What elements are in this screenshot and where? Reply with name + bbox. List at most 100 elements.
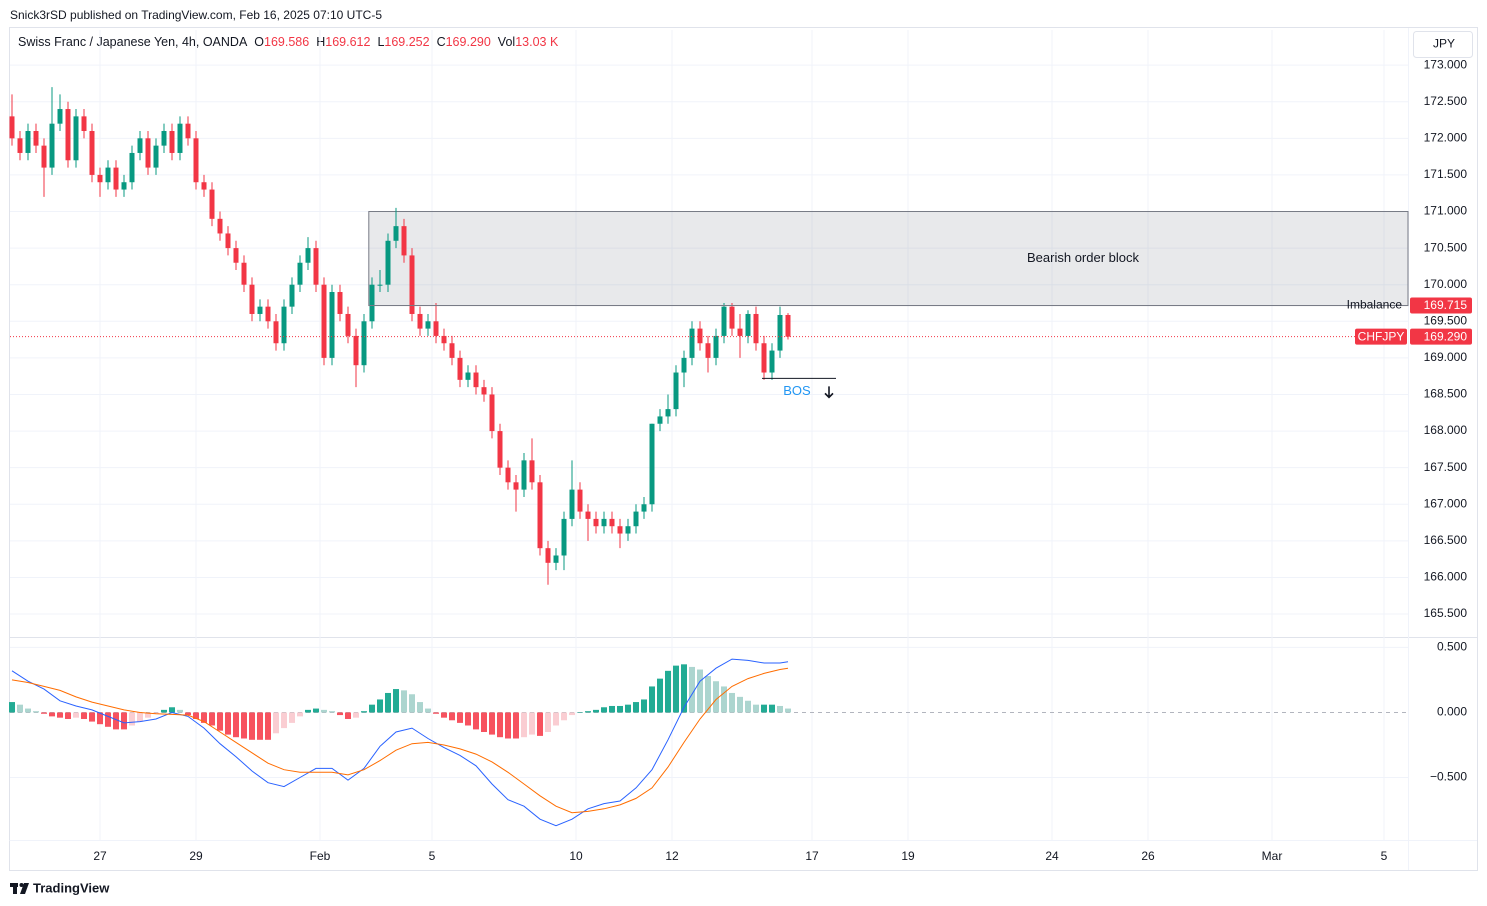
candle-body	[105, 167, 111, 183]
histogram-bar	[785, 708, 791, 713]
legend-key: Vol	[498, 35, 515, 49]
candle-body	[585, 511, 591, 519]
x-tick-label: Feb	[310, 849, 331, 863]
legend-value: 169.586	[264, 35, 309, 49]
x-tick-label: 5	[1381, 849, 1388, 863]
candle-body	[457, 357, 463, 380]
candle-body	[177, 123, 183, 153]
candle-body	[193, 138, 199, 183]
candle-body	[681, 357, 687, 373]
histogram-bar	[121, 712, 127, 730]
candle-body	[753, 313, 759, 344]
candle-body	[201, 182, 207, 190]
currency-box[interactable]	[1413, 31, 1473, 58]
histogram-bar	[105, 712, 111, 727]
histogram-bar	[169, 707, 175, 713]
candle-body	[113, 167, 119, 190]
candle-body	[369, 284, 375, 322]
candle-body	[97, 174, 103, 183]
y-tick-label: 166.000	[1424, 570, 1468, 584]
candle-body	[425, 321, 431, 329]
histogram-bar	[89, 712, 95, 722]
histogram-bar	[185, 712, 191, 716]
legend: Swiss Franc / Japanese Yen, 4h, OANDA O16…	[18, 35, 559, 49]
histogram-bar	[153, 712, 159, 714]
currency-label[interactable]: JPY	[1433, 37, 1455, 51]
histogram-bar	[497, 712, 503, 738]
candle-body	[785, 314, 791, 337]
histogram-bar	[345, 712, 351, 719]
signal-line	[11, 667, 789, 814]
candle-body	[657, 416, 663, 424]
candle-body	[505, 467, 511, 483]
y-tick-label: 169.000	[1424, 350, 1468, 364]
candle-body	[393, 226, 399, 241]
histogram-bar	[401, 690, 407, 713]
legend-key: L	[377, 35, 384, 49]
legend-key: H	[316, 35, 325, 49]
candle-body	[137, 138, 143, 153]
candle-body	[361, 321, 367, 366]
candle-body	[513, 482, 519, 490]
x-tick-label: 19	[901, 849, 915, 863]
candle-body	[521, 460, 527, 490]
histogram-bar	[449, 712, 455, 721]
histogram-bar	[273, 712, 279, 734]
histogram-bar	[361, 711, 367, 713]
y-tick-label: 169.500	[1424, 313, 1468, 327]
histogram-bar	[505, 712, 511, 739]
histogram-bar	[697, 669, 703, 713]
histogram-bar	[289, 712, 295, 723]
y-tick-label: 167.500	[1424, 460, 1468, 474]
histogram-bar	[417, 702, 423, 713]
histogram-bar	[553, 712, 559, 726]
histogram-bar	[713, 681, 719, 713]
candle-body	[249, 284, 255, 314]
candle-body	[545, 548, 551, 563]
candle-body	[217, 218, 223, 234]
candle-body	[281, 306, 287, 344]
legend-key: C	[437, 35, 446, 49]
candle-body	[353, 335, 359, 366]
histogram-bar	[305, 709, 311, 713]
histogram-bar	[433, 712, 439, 714]
legend-value: 169.252	[384, 35, 429, 49]
logo-part	[13, 883, 17, 894]
candle-body	[169, 131, 175, 153]
histogram-bar	[193, 712, 199, 719]
candle-body	[529, 460, 535, 483]
candle-body	[481, 387, 487, 395]
histogram-bar	[569, 712, 575, 716]
candle-body	[769, 350, 775, 373]
logo-part	[19, 883, 24, 887]
histogram-bar	[217, 712, 223, 731]
legend-value: 169.612	[325, 35, 370, 49]
candle-body	[377, 284, 383, 286]
histogram-bar	[321, 709, 327, 713]
candle-body	[745, 313, 751, 336]
histogram-bar	[313, 708, 319, 713]
histogram-bar	[441, 712, 447, 718]
candle-body	[665, 409, 671, 417]
imbalance-label: Imbalance	[1347, 298, 1403, 312]
candle-body	[705, 343, 711, 358]
candle-body	[81, 116, 87, 131]
y-tick-label: 173.000	[1424, 57, 1468, 71]
histogram-bar	[265, 712, 271, 740]
candle-body	[617, 526, 623, 534]
logo-part	[20, 883, 29, 894]
y-tick-label: −0.500	[1430, 770, 1467, 784]
candle-body	[489, 394, 495, 432]
candle-body	[537, 482, 543, 549]
legend-title: Swiss Franc / Japanese Yen, 4h, OANDA	[18, 35, 248, 49]
histogram-bar	[297, 712, 303, 717]
histogram-bar	[465, 712, 471, 726]
histogram-bar	[777, 705, 783, 713]
y-tick-label: 170.500	[1424, 240, 1468, 254]
histogram-bar	[673, 665, 679, 713]
candle-body	[89, 131, 95, 175]
histogram-bar	[353, 712, 359, 718]
x-tick-label: 17	[805, 849, 819, 863]
candle-body	[609, 518, 615, 527]
